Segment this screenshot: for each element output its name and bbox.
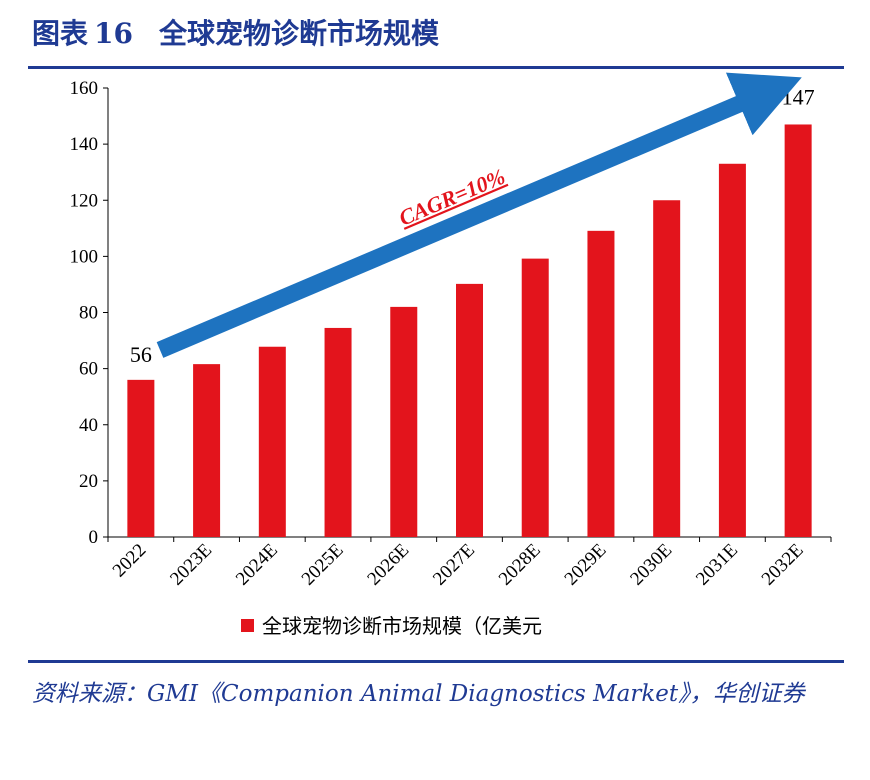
bar-2025E xyxy=(324,327,352,537)
y-tick-label: 40 xyxy=(79,415,98,436)
data-label: 56 xyxy=(130,342,152,367)
y-tick-label: 120 xyxy=(70,190,99,211)
y-tick-label: 60 xyxy=(79,359,98,380)
data-label: 147 xyxy=(782,84,815,109)
figure-label: 图表 xyxy=(32,17,89,50)
bar-2024E xyxy=(258,346,286,537)
figure-title: 图表 16 全球宠物诊断市场规模 xyxy=(32,12,439,52)
figure-number: 16 xyxy=(94,17,133,50)
cagr-arrow xyxy=(156,72,802,358)
legend-label: 全球宠物诊断市场规模（亿美元 xyxy=(262,614,542,638)
y-tick-label: 0 xyxy=(89,527,99,548)
legend: 全球宠物诊断市场规模（亿美元 xyxy=(241,614,542,638)
x-tick-label: 2023E xyxy=(166,540,216,590)
axes: 0 20 40 60 80 100 120 140 160 xyxy=(70,78,832,548)
y-tick-label: 80 xyxy=(79,303,98,324)
x-tick-label: 2026E xyxy=(363,540,413,590)
x-tick-label: 2025E xyxy=(298,540,348,590)
bar-2028E xyxy=(521,258,549,537)
bar-2022 xyxy=(127,379,155,537)
chart-title: 全球宠物诊断市场规模 xyxy=(158,17,439,50)
x-tick-label: 2024E xyxy=(232,540,282,590)
x-tick-label: 2029E xyxy=(561,540,611,590)
top-rule xyxy=(28,66,844,69)
chart-area: 0 20 40 60 80 100 120 140 160 2022 2023E 2024E 2025… xyxy=(70,72,832,638)
source-note: 资料来源：GMI《Companion Animal Diagnostics Ma… xyxy=(32,681,805,707)
y-tick-label: 140 xyxy=(70,134,99,155)
y-tick-label: 100 xyxy=(70,246,99,267)
x-tick-label: 2028E xyxy=(495,540,545,590)
bars xyxy=(127,124,812,538)
bar-2030E xyxy=(653,200,681,537)
bar-2031E xyxy=(718,163,746,538)
bar-2032E xyxy=(784,124,812,537)
y-tick-label: 20 xyxy=(79,471,98,492)
bottom-rule xyxy=(28,660,844,663)
legend-swatch xyxy=(241,619,254,632)
x-tick-label: 2032E xyxy=(758,540,808,590)
x-tick-label: 2030E xyxy=(626,540,676,590)
x-tick-label: 2027E xyxy=(429,540,479,590)
bar-2029E xyxy=(587,230,615,537)
x-tick-label: 2031E xyxy=(692,540,742,590)
bar-2026E xyxy=(390,306,418,537)
bar-2023E xyxy=(193,364,221,537)
x-tick-label: 2022 xyxy=(109,540,151,582)
bar-2027E xyxy=(456,283,483,537)
y-tick-label: 160 xyxy=(70,78,99,99)
